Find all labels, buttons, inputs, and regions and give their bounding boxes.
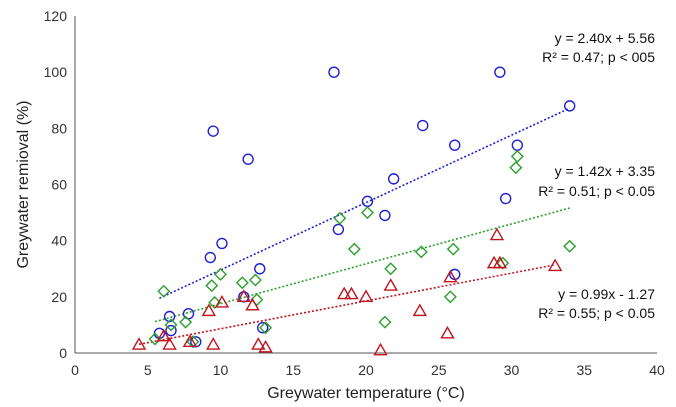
- annotation-series-2: y = 1.42x + 3.35 R² = 0.51; p < 0.05: [538, 163, 655, 199]
- diamond-point: [446, 242, 460, 256]
- x-tick-labels: 0 5 10 15 20 25 30 35 40: [71, 362, 665, 378]
- equation-series-1: y = 2.40x + 5.56: [555, 30, 656, 46]
- diamond-point: [496, 256, 510, 270]
- y-tick-label: 60: [51, 177, 67, 193]
- x-tick-label: 35: [576, 362, 592, 378]
- triangle-point: [336, 286, 352, 300]
- triangle-point: [547, 258, 563, 272]
- annotation-series-1: y = 2.40x + 5.56 R² = 0.47; p < 005: [542, 30, 655, 65]
- triangle-point: [162, 337, 177, 350]
- circle-point: [449, 139, 461, 151]
- diamond-point: [205, 279, 219, 293]
- x-tick-label: 30: [504, 362, 520, 378]
- diamond-point: [259, 321, 273, 335]
- annotation-series-3: y = 0.99x - 1.27 R² = 0.55; p < 0.05: [538, 286, 655, 321]
- diamond-point: [235, 276, 249, 290]
- equation-series-2: y = 1.42x + 3.35: [555, 163, 656, 179]
- y-tick-label: 20: [51, 289, 67, 305]
- circle-point: [332, 223, 345, 236]
- circle-point: [511, 139, 524, 151]
- r2-series-1: R² = 0.47; p < 005: [542, 49, 655, 65]
- circle-point: [494, 66, 506, 78]
- y-tick-label: 0: [59, 345, 67, 361]
- circle-point: [256, 322, 269, 334]
- x-tick-label: 0: [71, 362, 79, 378]
- circle-point: [242, 153, 254, 165]
- triangle-point: [358, 289, 374, 303]
- x-tick-label: 10: [213, 362, 229, 378]
- diamond-point: [148, 332, 162, 346]
- circle-point: [204, 251, 217, 264]
- data-points: [131, 66, 577, 356]
- y-tick-label: 100: [44, 64, 68, 80]
- triangle-point: [156, 328, 171, 342]
- diamond-point: [510, 149, 524, 163]
- triangle-point: [251, 337, 266, 350]
- y-tick-label: 80: [51, 120, 67, 136]
- r2-series-3: R² = 0.55; p < 0.05: [538, 305, 655, 321]
- diamond-point: [208, 295, 222, 309]
- circle-point: [499, 192, 512, 205]
- triangle-point: [492, 255, 508, 269]
- circle-point: [254, 263, 266, 275]
- trendlines: [138, 107, 571, 346]
- triangle-point: [236, 289, 251, 303]
- diamond-point: [563, 239, 577, 253]
- circle-point: [417, 119, 429, 132]
- circle-point: [165, 324, 177, 337]
- diamond-point: [360, 206, 374, 220]
- y-axis-label: Greywater remioval (%): [15, 100, 32, 268]
- x-tick-label: 25: [431, 362, 447, 378]
- diamond-point: [414, 245, 428, 259]
- triangle-point: [182, 334, 198, 347]
- diamond-point: [384, 262, 398, 276]
- triangle-point: [206, 337, 221, 350]
- trendline-series-3: [138, 264, 556, 346]
- diamond-point: [214, 267, 227, 281]
- y-tick-label: 40: [51, 233, 67, 249]
- diamond-point: [157, 284, 171, 298]
- circle-point: [564, 100, 576, 112]
- triangle-point: [258, 339, 273, 353]
- y-tick-label: 120: [44, 8, 68, 24]
- triangle-point: [201, 303, 217, 317]
- diamond-point: [378, 315, 392, 329]
- circle-point: [379, 209, 391, 222]
- axes: [74, 16, 657, 354]
- x-tick-label: 20: [358, 362, 374, 378]
- circle-point: [216, 237, 228, 250]
- diamond-point: [347, 242, 361, 256]
- triangle-point: [131, 337, 147, 350]
- triangle-point: [489, 227, 505, 241]
- diamond-point: [164, 318, 178, 332]
- x-axis-label: Greywater temperature (°C): [267, 385, 465, 402]
- triangle-point: [443, 269, 458, 283]
- triangle-point: [373, 342, 388, 356]
- diamond-point: [333, 211, 347, 225]
- triangle-point: [214, 295, 230, 308]
- trendline-series-1: [159, 107, 571, 300]
- triangle-point: [412, 303, 428, 317]
- diamond-point: [186, 335, 200, 349]
- x-tick-label: 40: [649, 362, 665, 378]
- x-tick-label: 15: [285, 362, 301, 378]
- triangle-point: [344, 286, 359, 300]
- y-tick-labels: 0 20 40 60 80 100 120: [44, 8, 68, 361]
- diamond-point: [509, 161, 523, 175]
- x-tick-label: 5: [144, 362, 152, 378]
- circle-point: [387, 173, 400, 185]
- diamond-point: [250, 293, 264, 307]
- circle-point: [207, 125, 219, 137]
- circle-point: [328, 66, 340, 78]
- diamond-point: [179, 315, 193, 329]
- r2-series-2: R² = 0.51; p < 0.05: [538, 183, 655, 199]
- equation-series-3: y = 0.99x - 1.27: [558, 286, 655, 302]
- triangle-point: [245, 297, 260, 311]
- diamond-point: [248, 273, 262, 287]
- diamond-point: [443, 290, 457, 304]
- triangle-point: [383, 278, 398, 291]
- triangle-point: [440, 325, 455, 339]
